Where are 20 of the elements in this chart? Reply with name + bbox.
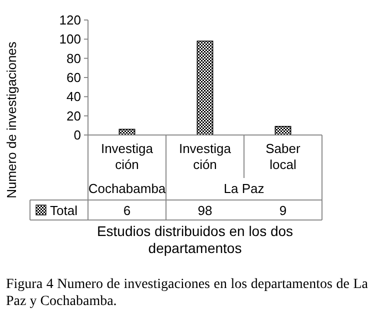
x-tick-label: Investiga ción <box>178 141 232 172</box>
y-tick-label: 0 <box>74 128 81 143</box>
x-tick-label: Investiga ción <box>100 141 154 172</box>
text: Figura 4 Numero de investigaciones en los departamentos de La Paz y Cochabamba. <box>6 276 368 310</box>
y-tick-label: 40 <box>66 89 81 104</box>
text: Cochabamba <box>88 181 166 196</box>
x-tick-label: Saber local <box>266 141 302 172</box>
data-label: 6 <box>123 203 131 218</box>
y-tick-label: 100 <box>59 32 81 47</box>
y-tick-label: 120 <box>59 12 81 28</box>
bar <box>196 40 214 136</box>
data-label: 9 <box>279 203 287 218</box>
y-axis-title: Numero de investigaciones <box>4 41 19 198</box>
x-axis-title: Estudios distribuidos en los dos departamentos <box>96 223 294 256</box>
data-label: 98 <box>198 203 212 218</box>
y-tick-label: 80 <box>66 50 81 66</box>
y-tick-label: 20 <box>66 108 81 124</box>
legend-label: Total <box>50 203 78 218</box>
text: La Paz <box>224 181 264 196</box>
y-tick-label: 60 <box>66 70 81 86</box>
